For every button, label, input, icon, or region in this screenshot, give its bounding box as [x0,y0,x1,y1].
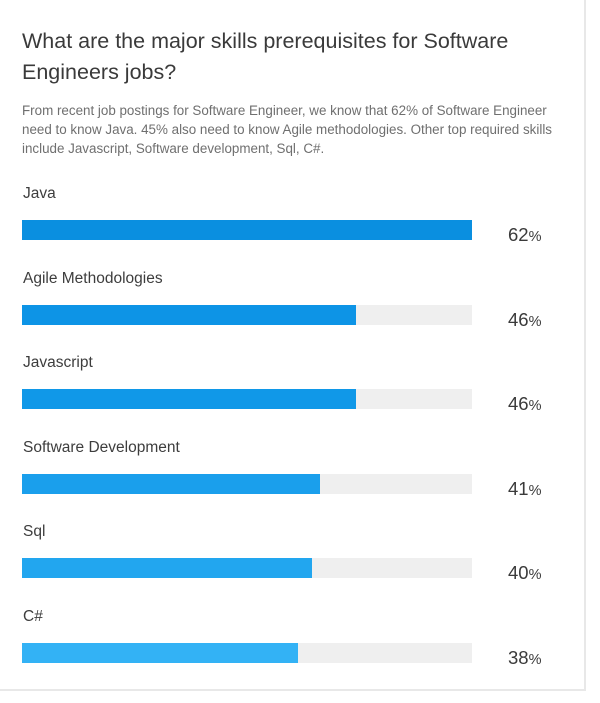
bar-fill [22,642,298,663]
skill-label: Software Development [23,438,180,456]
percentage-label: 46% [508,393,541,415]
bar-fill [22,220,472,240]
bar-fill [22,389,356,409]
percent-sign: % [528,651,542,668]
skill-label: Agile Methodologies [23,269,163,287]
bar-fill [22,558,313,578]
percentage-value: 46 [508,308,529,330]
card-title: What are the major skills prerequisites … [22,29,509,84]
bar-track [22,558,472,578]
percentage-label: 40% [508,562,541,584]
skill-label: Sql [23,523,46,540]
percentage-value: 46 [508,393,529,414]
percent-sign: % [528,482,542,499]
percent-sign: % [528,313,542,330]
percentage-value: 38 [508,646,529,668]
percentage-label: 41% [508,478,541,500]
skills-bar-chart: Java 62% Agile Methodologies 46% Javascript 4… [0,184,586,687]
bar-fill [22,304,356,325]
percentage-value: 62 [508,224,529,245]
percentage-label: 38% [508,647,541,669]
bar-track [22,642,472,663]
skill-row: Agile Methodologies 46% [0,269,586,349]
percent-sign: % [528,567,542,583]
skill-row: Sql 40% [0,522,586,602]
skill-row: Javascript 46% [0,353,586,433]
skill-row: C# 38% [0,607,586,687]
skill-label: Java [23,185,56,202]
bar-track [22,304,472,325]
skill-label: C# [23,607,43,625]
bar-track [22,473,472,494]
skills-card: What are the major skills prerequisites … [0,0,586,691]
bar-fill [22,473,320,494]
skill-row: Software Development 41% [0,438,586,518]
percent-sign: % [528,398,542,414]
bar-track [22,220,472,240]
bar-track [22,389,472,409]
percentage-label: 46% [508,309,541,331]
skill-row: Java 62% [0,184,586,264]
skill-label: Javascript [23,354,93,371]
percentage-value: 41 [508,477,529,499]
percent-sign: % [528,229,542,245]
percentage-label: 62% [508,224,541,246]
card-description: From recent job postings for Software En… [22,103,552,156]
percentage-value: 40 [508,562,529,583]
